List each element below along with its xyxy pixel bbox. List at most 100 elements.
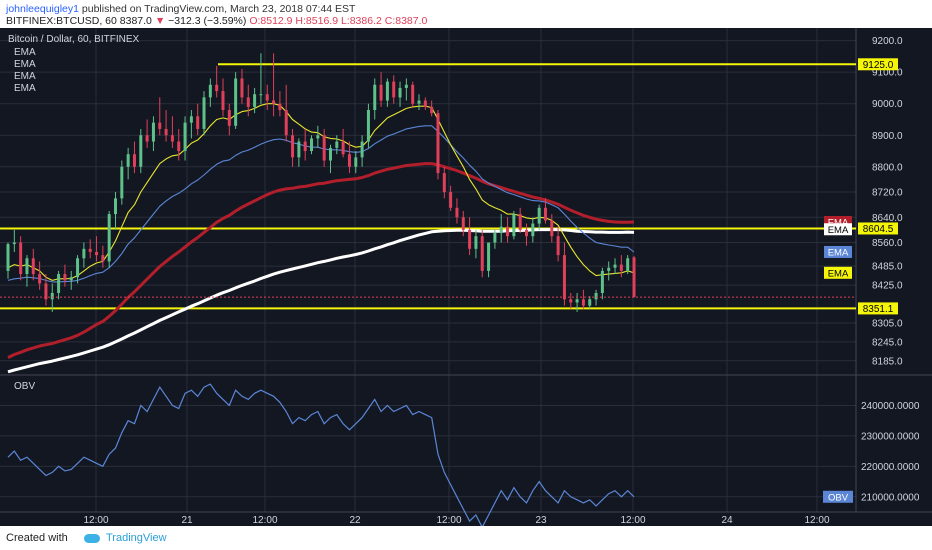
candle-up: [57, 274, 61, 293]
price-change: −312.3 (−3.59%): [168, 15, 247, 27]
candle-down: [518, 214, 522, 230]
candle-up: [366, 110, 370, 142]
candle-down: [221, 91, 225, 111]
candle-down: [132, 154, 136, 167]
price-tick-label: 8485.0: [872, 262, 903, 273]
candle-down: [170, 135, 174, 142]
candle-up: [404, 84, 408, 88]
candle-up: [512, 214, 516, 237]
price-tick-label: 8425.0: [872, 281, 903, 292]
ema-slow-line: [7, 162, 635, 359]
time-tick-label: 12:00: [252, 515, 277, 526]
candle-down: [177, 141, 181, 152]
candle-up: [202, 97, 206, 129]
candle-down: [411, 84, 415, 104]
candle-down: [506, 226, 510, 237]
candle-down: [246, 97, 250, 107]
time-tick-label: 21: [181, 515, 193, 526]
candle-up: [208, 84, 212, 98]
candle-down: [227, 110, 231, 126]
level-price-tag: [858, 222, 898, 235]
candle-up: [499, 226, 503, 234]
candle-down: [95, 251, 99, 256]
price-tick-label: 9200.0: [872, 36, 903, 47]
ema-fast-line: [7, 103, 635, 281]
time-tick-label: 12:00: [804, 515, 829, 526]
candle-up: [253, 94, 257, 107]
time-tick-label: 23: [535, 515, 547, 526]
candle-down: [44, 283, 48, 300]
candle-up: [373, 84, 377, 111]
candle-down: [291, 135, 295, 158]
candle-up: [575, 299, 579, 303]
candle-up: [113, 198, 117, 215]
level-price-tag-text: 8604.5: [863, 224, 894, 235]
ema-price-tag-text: EMA: [828, 247, 849, 258]
candle-down: [31, 258, 35, 275]
candle-up: [126, 154, 130, 167]
candle-down: [145, 135, 149, 142]
candle-up: [139, 135, 143, 167]
legend-ema-2: EMA: [14, 59, 36, 70]
candle-down: [436, 113, 440, 174]
candle-down: [240, 78, 244, 98]
candle-down: [468, 229, 472, 249]
price-tick-label: 8305.0: [872, 318, 903, 329]
candle-down: [164, 128, 168, 136]
price-tick-label: 9000.0: [872, 99, 903, 110]
chart-area[interactable]: 9200.0 9100.0 9000.0 8900.0 8800.0 8720.0 8640…: [0, 28, 932, 529]
candle-down: [562, 255, 566, 300]
legend-ema-4: EMA: [14, 83, 36, 94]
candle-down: [550, 220, 554, 237]
candle-down: [392, 81, 396, 98]
candle-down: [379, 84, 383, 101]
legend-title: Bitcoin / Dollar, 60, BITFINEX: [8, 34, 139, 45]
level-price-tag-text: 8351.1: [863, 304, 894, 315]
candle-up: [537, 207, 541, 224]
candle-down: [347, 154, 351, 167]
candle-up: [385, 81, 389, 101]
candle-down: [455, 207, 459, 218]
candle-up: [69, 277, 73, 281]
ema-price-tag-text: EMA: [828, 225, 849, 236]
published-text: published on TradingView.com, March 23, …: [81, 3, 356, 15]
down-arrow-icon: ▼: [154, 15, 166, 27]
price-tick-label: 8800.0: [872, 162, 903, 173]
candle-up: [82, 248, 86, 259]
obv-tick-label: 210000.0000: [861, 492, 920, 503]
candle-up: [259, 94, 263, 96]
candle-down: [556, 236, 560, 256]
obv-label: OBV: [14, 381, 35, 392]
candle-up: [600, 270, 604, 293]
candle-up: [474, 236, 478, 249]
candle-down: [88, 248, 92, 252]
price-tick-label: 8720.0: [872, 188, 903, 199]
author-link[interactable]: johnleequigley1: [6, 3, 79, 15]
candle-down: [158, 122, 162, 129]
last-price: 8387.0: [119, 15, 152, 27]
candle-up: [12, 242, 16, 245]
time-tick-label: 12:00: [83, 515, 108, 526]
candle-down: [322, 135, 326, 161]
candle-up: [493, 233, 497, 243]
price-tick-label: 8185.0: [872, 356, 903, 367]
candle-down: [581, 299, 585, 306]
candle-down: [272, 100, 276, 104]
candle-down: [341, 141, 345, 155]
time-tick-label: 22: [349, 515, 361, 526]
ema-price-tag: [824, 223, 852, 236]
ema-price-tag: [824, 266, 852, 279]
price-tick-label: 8560.0: [872, 238, 903, 249]
level-price-tag-text: 9125.0: [863, 60, 894, 71]
symbol-name: BITFINEX:BTCUSD, 60: [6, 15, 117, 27]
price-chart-svg[interactable]: 9200.0 9100.0 9000.0 8900.0 8800.0 8720.0 8640…: [0, 28, 932, 529]
publish-header: johnleequigley1 published on TradingView…: [0, 0, 932, 28]
price-ticks: 9200.0 9100.0 9000.0 8900.0 8800.0 8720.0 8640…: [861, 36, 920, 503]
legend-ema-3: EMA: [14, 71, 36, 82]
obv-tag: [823, 490, 853, 503]
obv-tick-label: 240000.0000: [861, 401, 920, 412]
tradingview-brand[interactable]: TradingView: [106, 532, 167, 544]
candle-down: [38, 274, 42, 284]
created-with-text: Created with: [6, 532, 68, 544]
time-tick-label: 12:00: [620, 515, 645, 526]
